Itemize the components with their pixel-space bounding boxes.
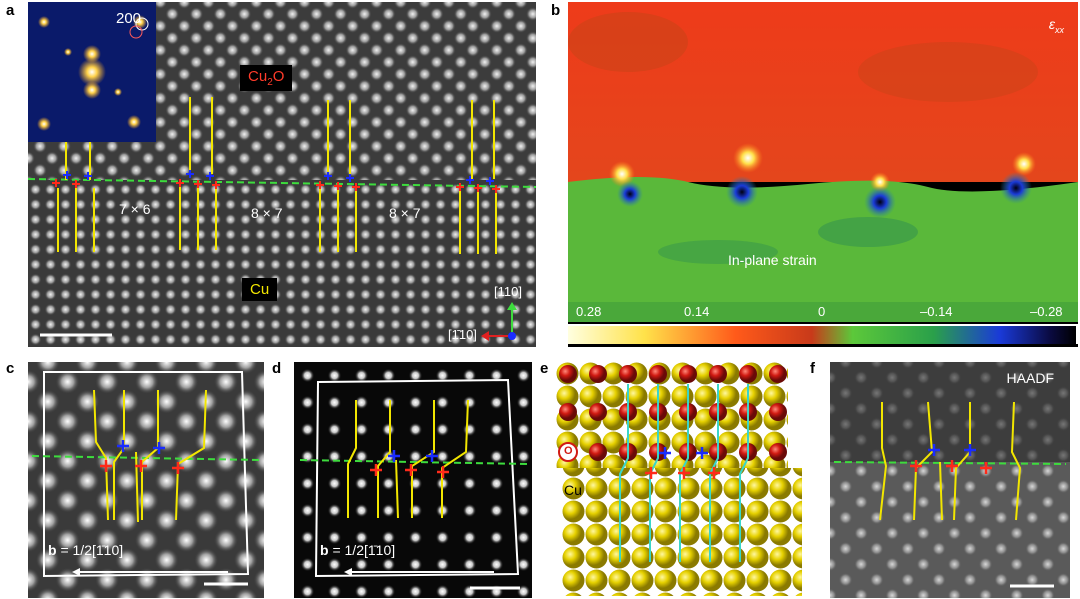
- axis-label-110: [110]: [494, 284, 522, 299]
- panel-a-hrtem-image: 200 Cu2O Cu 7 × 6 8 × 7 8 × 7 [110] [1̄1…: [28, 2, 536, 347]
- colorbar-tick-3: –0.14: [920, 304, 953, 319]
- phase-label-cu2o: Cu2O: [240, 65, 293, 91]
- panel-b-strain-map: εxx In-plane strain 0.28 0.14 0 –0.14 –0…: [568, 2, 1078, 347]
- axis-arrows-a: [481, 302, 517, 341]
- haadf-label: HAADF: [1006, 370, 1054, 386]
- dislocation-lines-a: [57, 97, 497, 254]
- panel-e-atomic-model: O Cu: [556, 362, 810, 598]
- panel-label-a: a: [6, 2, 15, 19]
- panel-label-e: e: [540, 360, 549, 377]
- fft-inset: [28, 2, 156, 142]
- panel-c-image: b = 1/2[1̄10]: [28, 362, 264, 598]
- fft-spot-label: 200: [116, 10, 142, 27]
- panel-a-lattice: [28, 2, 536, 347]
- panel-label-f: f: [810, 360, 815, 377]
- strain-caption: In-plane strain: [728, 252, 817, 268]
- burgers-vector-d: b = 1/2[1̄10]: [320, 542, 396, 558]
- dislocation-markers-a: [52, 170, 500, 193]
- axis-label-1bar10: [1̄10]: [448, 327, 477, 342]
- burgers-vector-c: b = 1/2[1̄10]: [48, 542, 124, 558]
- ratio-label-2: 8 × 7: [251, 205, 283, 221]
- colorbar-tick-1: 0.14: [684, 304, 710, 319]
- oxygen-label: O: [564, 445, 573, 457]
- interface-line-a: [28, 178, 536, 188]
- strain-map-svg: [568, 2, 1078, 347]
- panel-d-svg: [294, 362, 532, 598]
- panel-f-haadf-image: HAADF: [830, 362, 1070, 598]
- panel-label-c: c: [6, 360, 15, 377]
- copper-label: Cu: [564, 482, 582, 498]
- ratio-label-3: 8 × 7: [389, 205, 421, 221]
- strain-symbol: εxx: [1048, 16, 1064, 35]
- colorbar-tick-2: 0: [818, 304, 826, 319]
- panel-f-svg: [830, 362, 1070, 598]
- panel-label-d: d: [272, 360, 282, 377]
- colorbar-tick-4: –0.28: [1030, 304, 1063, 319]
- phase-label-cu: Cu: [242, 278, 278, 301]
- panel-e-svg: [556, 362, 810, 598]
- panel-d-image: b = 1/2[1̄10]: [294, 362, 532, 598]
- panel-label-b: b: [551, 2, 561, 19]
- panel-c-svg: [28, 362, 264, 598]
- colorbar-tick-0: 0.28: [576, 304, 602, 319]
- ratio-label-1: 7 × 6: [119, 201, 151, 217]
- colorbar: [568, 326, 1076, 344]
